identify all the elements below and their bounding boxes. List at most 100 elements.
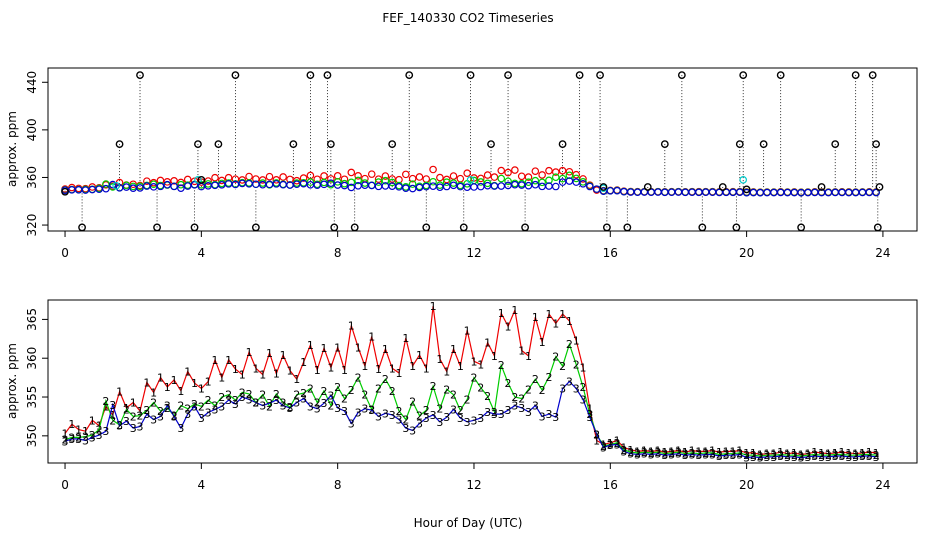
- bottom-series-1-marker: 1: [450, 343, 457, 356]
- bottom-series-1-marker: 1: [573, 334, 580, 347]
- bottom-y-axis-label: approx. ppm: [5, 343, 19, 419]
- top-series-1-point: [524, 173, 533, 181]
- bottom-series-2-marker: 2: [791, 449, 798, 462]
- top-series-2-point: [476, 178, 485, 186]
- bottom-series-1-marker: 1: [682, 446, 689, 459]
- bottom-series-2-marker: 2: [430, 380, 437, 393]
- bottom-series-2-marker: 2: [668, 447, 675, 460]
- bottom-panel-frame: [47, 299, 918, 464]
- bottom-series-3-marker: 3: [757, 452, 764, 465]
- bottom-series-2-marker: 2: [205, 394, 212, 407]
- bottom-series-3-marker: 3: [137, 421, 144, 434]
- bottom-series-2-marker: 2: [804, 449, 811, 462]
- top-y-axis-label: approx. ppm: [5, 111, 19, 187]
- bottom-series-1-marker: 1: [477, 358, 484, 371]
- bottom-series-2-marker: 2: [641, 446, 648, 459]
- top-calibration-point: [599, 183, 608, 191]
- bottom-series-1-marker: 1: [246, 346, 253, 359]
- bottom-series-3-marker: 3: [573, 382, 580, 395]
- top-calibration-point: [875, 183, 884, 191]
- bottom-series-3-marker: 3: [218, 400, 225, 413]
- bottom-series-3-marker: 3: [566, 376, 573, 389]
- bottom-series-1-marker: 1: [82, 425, 89, 438]
- bottom-series-1-marker: 1: [396, 367, 403, 380]
- bottom-series-1-marker: 1: [791, 447, 798, 460]
- bottom-series-2-marker: 2: [702, 447, 709, 460]
- bottom-series-3-marker: 3: [102, 425, 109, 438]
- bottom-series-1-marker: 1: [777, 446, 784, 459]
- bottom-series-1-marker: 1: [143, 376, 150, 389]
- top-series-1-point: [143, 177, 151, 185]
- bottom-series-1-marker: 1: [280, 349, 287, 362]
- top-series-3-point: [102, 184, 110, 193]
- top-y-tick-label: 360: [25, 166, 39, 189]
- top-series-1-point: [463, 169, 471, 177]
- bottom-series-3-marker: 3: [491, 408, 498, 421]
- bottom-series-2-marker: 2: [89, 429, 96, 442]
- top-calibration-point: [575, 71, 584, 80]
- bottom-series-1-marker: 1: [634, 445, 641, 458]
- bottom-series-1-marker: 1: [498, 307, 505, 320]
- bottom-series-3-marker: 3: [552, 411, 559, 424]
- bottom-series-1-marker: 1: [491, 350, 498, 363]
- top-calibration-point: [405, 71, 414, 80]
- top-calibration-point: [251, 223, 260, 231]
- bottom-series-3-marker: 3: [716, 450, 723, 463]
- bottom-series-3-marker: 3: [825, 451, 832, 464]
- bottom-series-3-marker: 3: [266, 397, 273, 410]
- top-series-3-point: [156, 182, 165, 191]
- bottom-series-3-marker: 3: [852, 451, 859, 464]
- bottom-series-3-marker: 3: [177, 422, 184, 435]
- bottom-series-2-marker: 2: [518, 393, 525, 406]
- bottom-x-tick-label: 16: [603, 478, 618, 492]
- bottom-series-2-marker: 2: [852, 449, 859, 462]
- bottom-series-2-marker: 2: [716, 448, 723, 461]
- top-calibration-point: [466, 71, 475, 80]
- bottom-series-2-marker: 2: [729, 448, 736, 461]
- top-series-1-point: [415, 173, 424, 181]
- top-series-1-point: [292, 176, 301, 185]
- bottom-series-2-marker: 2: [436, 403, 443, 416]
- bottom-series-2-marker: 2: [102, 395, 109, 408]
- top-series-1-point: [565, 167, 574, 176]
- top-series-1-point: [374, 175, 383, 183]
- bottom-series-2-marker: 2: [225, 389, 232, 402]
- top-series-2-point: [497, 174, 506, 183]
- bottom-series-2-marker: 2: [334, 381, 341, 394]
- bottom-series-3-marker: 3: [470, 414, 477, 427]
- bottom-series-2-marker: 2: [321, 385, 328, 398]
- bottom-series-2-marker: 2: [150, 396, 157, 409]
- bottom-series-1-marker: 1: [668, 445, 675, 458]
- bottom-series-3-marker: 3: [321, 397, 328, 410]
- bottom-series-2-marker: 2: [743, 449, 750, 462]
- bottom-series-1-marker: 1: [361, 360, 368, 373]
- bottom-series-1-marker: 1: [457, 360, 464, 373]
- top-series-1-point: [511, 166, 519, 174]
- bottom-series-3-marker: 3: [361, 403, 368, 416]
- bottom-series-1-marker: 1: [832, 447, 839, 460]
- bottom-series-2-marker: 2: [68, 431, 75, 444]
- top-series-1-point: [279, 173, 287, 181]
- bottom-series-2-marker: 2: [307, 382, 314, 395]
- bottom-series-2-marker: 2: [709, 447, 716, 460]
- bottom-series-2-marker: 2: [532, 373, 539, 386]
- bottom-series-1-marker: 1: [130, 396, 137, 409]
- bottom-series-3-marker: 3: [75, 433, 82, 446]
- bottom-series-2-marker: 2: [675, 446, 682, 459]
- bottom-series-1-marker: 1: [525, 350, 532, 363]
- top-series-3-point: [470, 183, 478, 191]
- top-calibration-point: [323, 71, 332, 80]
- top-calibration-point: [732, 223, 741, 231]
- bottom-series-1-marker: 1: [545, 308, 552, 321]
- top-series-3-point: [108, 180, 117, 189]
- bottom-series-3-marker: 3: [157, 410, 164, 423]
- top-series-2-point: [306, 178, 315, 186]
- bottom-series-3-marker: 3: [150, 414, 157, 427]
- bottom-series-2-marker: 2: [839, 448, 846, 461]
- bottom-series-1-marker: 1: [150, 386, 157, 399]
- bottom-series-2-marker: 2: [211, 400, 218, 413]
- top-y-tick-label: 440: [25, 71, 39, 94]
- top-calibration-point: [197, 175, 206, 184]
- bottom-series-1-marker: 1: [416, 349, 423, 362]
- bottom-x-tick-label: 0: [61, 478, 69, 492]
